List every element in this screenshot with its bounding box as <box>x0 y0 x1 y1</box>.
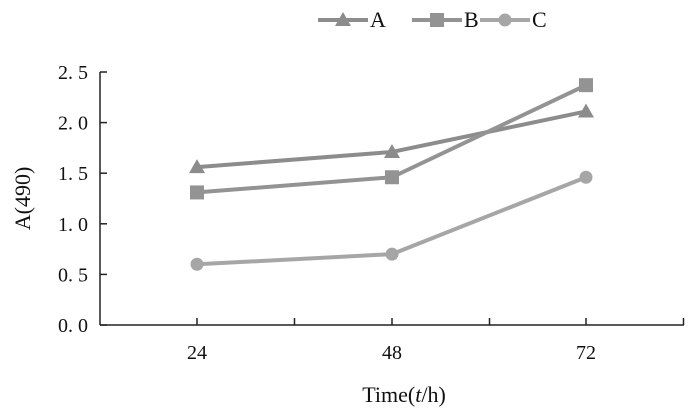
series-A <box>189 103 594 174</box>
legend-item: A <box>318 7 386 32</box>
legend: A B C <box>318 7 547 32</box>
data-point <box>579 78 593 93</box>
legend-item: B <box>412 7 479 32</box>
series-B <box>190 78 593 200</box>
x-ticks: 24 48 72 <box>187 318 685 364</box>
legend-marker <box>430 13 444 27</box>
y-tick-label: 2. 5 <box>58 62 88 84</box>
legend-item: C <box>480 7 547 32</box>
legend-label: C <box>532 7 547 32</box>
y-tick-label: 2. 0 <box>58 113 88 135</box>
y-axis-title: A(490) <box>10 167 35 231</box>
x-axis-title: Time(t/h) <box>362 382 446 407</box>
data-point <box>190 185 204 200</box>
x-tick-label: 48 <box>382 342 402 364</box>
data-point <box>385 170 399 185</box>
series-C <box>190 170 593 271</box>
y-tick-label: 1. 5 <box>58 163 88 185</box>
series-line <box>196 109 587 170</box>
x-axis-title-suffix: /h) <box>421 382 445 407</box>
x-tick-label: 24 <box>187 342 207 364</box>
legend-marker <box>498 13 512 27</box>
data-point <box>579 170 593 184</box>
y-tick-label: 0. 0 <box>58 315 88 337</box>
legend-label: A <box>370 7 386 32</box>
x-axis-title-prefix: Time( <box>362 382 415 407</box>
axes: 0. 0 0. 5 1. 0 1. 5 2. 0 2. 5 24 48 72 <box>58 62 685 364</box>
legend-label: B <box>464 7 479 32</box>
data-point <box>578 103 594 118</box>
data-point <box>385 247 399 261</box>
data-point <box>384 143 400 158</box>
x-axis-title-variable: t <box>415 382 422 407</box>
x-tick-label: 72 <box>576 342 596 364</box>
y-tick-label: 1. 0 <box>58 214 88 236</box>
data-point <box>190 257 204 271</box>
y-ticks: 0. 0 0. 5 1. 0 1. 5 2. 0 2. 5 <box>58 62 107 337</box>
series-layer <box>189 78 594 271</box>
legend-marker <box>335 12 351 26</box>
data-point <box>189 159 205 174</box>
y-tick-label: 0. 5 <box>58 264 88 286</box>
